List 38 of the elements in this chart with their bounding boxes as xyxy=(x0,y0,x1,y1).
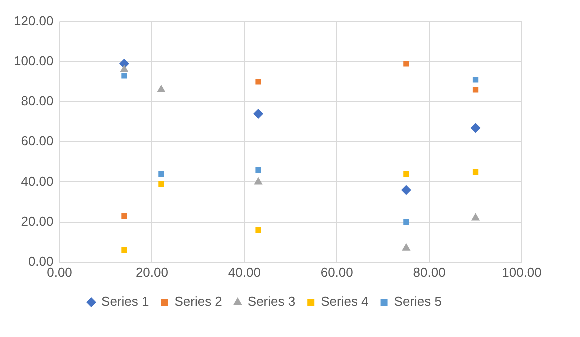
point xyxy=(404,171,410,178)
y-tick-label: 100.00 xyxy=(14,53,54,68)
x-tick-label: 100.00 xyxy=(502,264,542,280)
point xyxy=(120,64,129,72)
legend-label: Series 2 xyxy=(174,294,222,310)
y-tick-label: 120.00 xyxy=(14,13,54,28)
x-tick-label: 20.00 xyxy=(136,264,168,280)
point xyxy=(254,109,264,120)
point xyxy=(402,243,411,251)
point xyxy=(256,79,262,85)
point xyxy=(122,213,128,220)
y-tick-label: 60.00 xyxy=(21,134,54,149)
point xyxy=(472,87,479,93)
x-tick-label: 80.00 xyxy=(413,264,446,280)
legend-label: Series 4 xyxy=(321,294,369,310)
point xyxy=(472,77,479,83)
legend-label: Series 1 xyxy=(102,294,150,310)
x-tick-label: 40.00 xyxy=(228,264,261,280)
point xyxy=(256,167,262,173)
point xyxy=(158,171,164,178)
point xyxy=(404,61,410,67)
point xyxy=(122,248,128,254)
point xyxy=(472,169,479,176)
point xyxy=(122,73,128,79)
y-tick-label: 40.00 xyxy=(21,174,54,189)
point xyxy=(256,227,262,234)
point xyxy=(157,84,166,92)
point xyxy=(254,177,263,185)
point xyxy=(401,185,412,196)
point xyxy=(471,213,480,221)
point xyxy=(404,219,410,226)
x-tick-label: 60.00 xyxy=(320,264,354,280)
point xyxy=(158,181,164,188)
y-tick-label: 80.00 xyxy=(21,94,54,109)
legend-label: Series 3 xyxy=(248,294,296,310)
y-tick-label: 20.00 xyxy=(21,214,54,229)
point xyxy=(470,123,481,134)
legend-label: Series 5 xyxy=(394,294,442,310)
